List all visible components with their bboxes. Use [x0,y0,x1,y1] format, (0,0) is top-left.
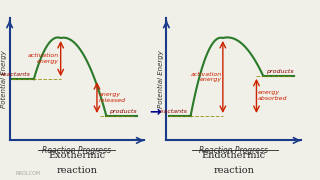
Text: Exothermic: Exothermic [48,151,105,160]
Text: NROLCOM: NROLCOM [16,171,41,176]
Text: products: products [266,69,293,74]
Text: Endothermic: Endothermic [202,151,266,160]
Text: reactants: reactants [158,109,188,114]
Text: reactants: reactants [1,72,31,77]
Text: activation
energy: activation energy [28,53,59,64]
Text: reaction: reaction [56,166,97,175]
Text: activation
energy: activation energy [190,72,221,82]
Y-axis label: Potential Energy: Potential Energy [1,50,7,108]
Text: products: products [109,109,137,114]
Text: energy
released: energy released [98,92,125,103]
Text: energy
absorbed: energy absorbed [258,91,287,101]
X-axis label: Reaction Progress: Reaction Progress [199,146,268,155]
Text: →: → [149,105,161,119]
Text: reaction: reaction [213,166,254,175]
X-axis label: Reaction Progress: Reaction Progress [42,146,111,155]
Y-axis label: Potential Energy: Potential Energy [157,50,164,108]
